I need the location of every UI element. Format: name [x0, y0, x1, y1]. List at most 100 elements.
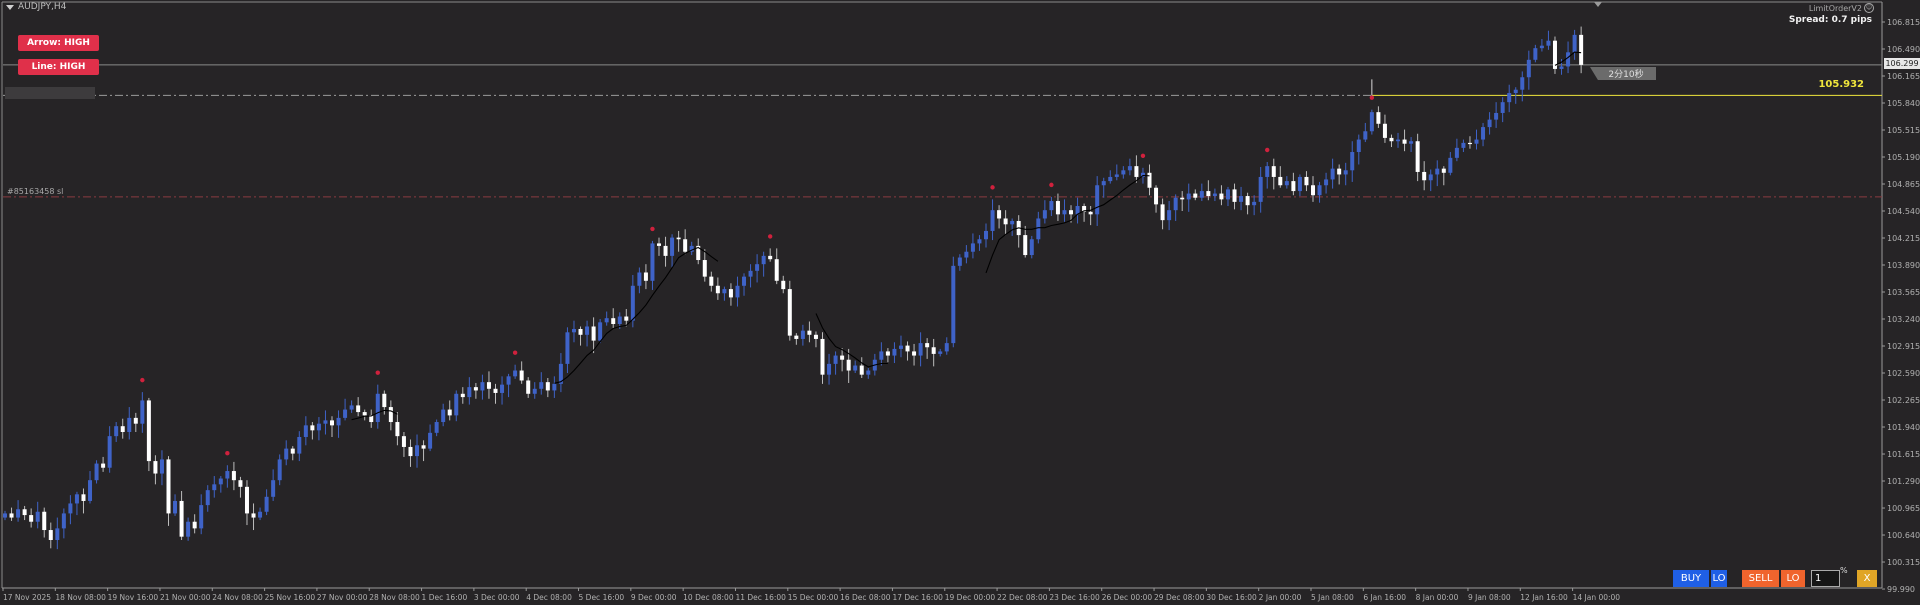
bull-candle: [1258, 176, 1263, 202]
bear-candle: [460, 393, 465, 398]
bull-candle: [833, 355, 838, 364]
bear-candle: [9, 513, 14, 518]
chart-title: AUDJPY,H4: [6, 2, 66, 12]
bull-candle: [1199, 191, 1204, 198]
bear-candle: [166, 459, 171, 514]
bear-candle: [1069, 210, 1074, 215]
bull-candle: [1513, 89, 1518, 94]
bear-candle: [1467, 142, 1472, 145]
bull-candle: [892, 348, 897, 356]
bear-candle: [251, 513, 256, 518]
buy-button[interactable]: BUY: [1673, 570, 1709, 587]
bear-candle: [1291, 181, 1296, 192]
bull-candle: [1062, 210, 1067, 215]
bull-candle: [271, 480, 276, 497]
time-tick-label: 1 Dec 16:00: [422, 593, 468, 602]
bull-candle: [1474, 139, 1479, 144]
bear-candle: [473, 387, 478, 391]
bear-candle: [728, 289, 733, 298]
bear-candle: [813, 334, 818, 339]
bull-candle: [140, 400, 145, 424]
line-high-button[interactable]: Line: HIGH: [18, 59, 99, 75]
bull-candle: [1539, 45, 1544, 49]
spread-readout: Spread: 0.7 pips: [1788, 15, 1872, 25]
bull-candle: [159, 459, 164, 474]
price-tick-label: 106.815: [1887, 18, 1920, 27]
price-tick-label: 105.190: [1887, 153, 1920, 162]
bear-candle: [362, 412, 367, 416]
bull-candle: [1520, 77, 1525, 90]
time-tick-label: 22 Dec 08:00: [997, 593, 1048, 602]
bear-candle: [591, 326, 596, 341]
bull-candle: [1114, 174, 1119, 177]
bear-candle: [81, 494, 86, 501]
bull-candle: [1225, 189, 1230, 200]
bear-candle: [643, 272, 648, 281]
buy-limit-order-button[interactable]: LO: [1711, 570, 1727, 587]
bear-candle: [1579, 34, 1584, 65]
bear-candle: [1003, 218, 1008, 225]
bull-candle: [1029, 239, 1034, 256]
time-tick-label: 30 Dec 16:00: [1206, 593, 1257, 602]
dropdown-triangle-icon[interactable]: [6, 4, 14, 10]
fractal-high-dot: [1140, 153, 1146, 159]
bull-candle: [284, 448, 289, 460]
price-tick-label: 103.890: [1887, 261, 1920, 270]
bull-candle: [1461, 142, 1466, 148]
percent-unit: %: [1840, 566, 1848, 575]
bear-candle: [683, 239, 688, 252]
bear-candle: [925, 343, 930, 348]
bear-candle: [1311, 185, 1315, 196]
bull-candle: [434, 422, 439, 433]
bear-candle: [997, 210, 1002, 219]
price-tick-label: 101.615: [1887, 450, 1920, 459]
price-tick-label: 102.915: [1887, 342, 1920, 351]
bull-candle: [1330, 168, 1335, 180]
bear-candle: [369, 415, 374, 423]
bull-candle: [571, 328, 576, 333]
price-tick-label: 100.315: [1887, 558, 1920, 567]
bull-candle: [55, 528, 60, 541]
sell-button[interactable]: SELL: [1742, 570, 1779, 587]
bear-candle: [663, 245, 668, 256]
bear-candle: [676, 237, 681, 240]
price-tick-label: 100.640: [1887, 531, 1920, 540]
bull-candle: [199, 505, 204, 529]
stop-loss-label: #85163458 sl: [7, 187, 64, 196]
bear-candle: [624, 316, 629, 321]
close-all-button[interactable]: X: [1857, 570, 1877, 587]
sell-limit-order-button[interactable]: LO: [1781, 570, 1805, 587]
bear-candle: [179, 500, 184, 537]
bear-candle: [912, 351, 917, 356]
bull-candle: [1546, 40, 1551, 46]
bull-candle: [297, 436, 302, 454]
bear-candle: [1245, 196, 1250, 206]
shift-marker-icon[interactable]: [1594, 2, 1602, 7]
bull-candle: [68, 503, 73, 514]
lot-percent-input[interactable]: [1811, 570, 1840, 587]
bull-candle: [3, 513, 7, 518]
time-tick-label: 21 Nov 00:00: [160, 593, 211, 602]
bull-candle: [1297, 176, 1302, 192]
bear-candle: [1147, 172, 1152, 188]
bull-candle: [957, 257, 962, 266]
bear-candle: [774, 259, 779, 281]
time-tick-label: 17 Dec 16:00: [892, 593, 943, 602]
bull-candle: [617, 316, 622, 324]
bull-candle: [303, 425, 308, 437]
bear-candle: [1441, 168, 1446, 173]
time-tick-label: 5 Jan 08:00: [1311, 593, 1354, 602]
bull-candle: [1481, 127, 1486, 140]
time-tick-label: 15 Dec 00:00: [788, 593, 839, 602]
bull-candle: [225, 471, 230, 479]
bear-candle: [29, 515, 34, 522]
ea-status: LimitOrderV2 ☺: [1809, 3, 1874, 13]
bull-candle: [604, 318, 609, 323]
time-tick-label: 4 Dec 08:00: [526, 593, 572, 602]
bull-candle: [951, 265, 956, 344]
bull-candle: [670, 237, 675, 256]
ea-name: LimitOrderV2: [1808, 3, 1862, 13]
bull-candle: [316, 423, 321, 431]
arrow-high-button[interactable]: Arrow: HIGH: [18, 35, 99, 51]
